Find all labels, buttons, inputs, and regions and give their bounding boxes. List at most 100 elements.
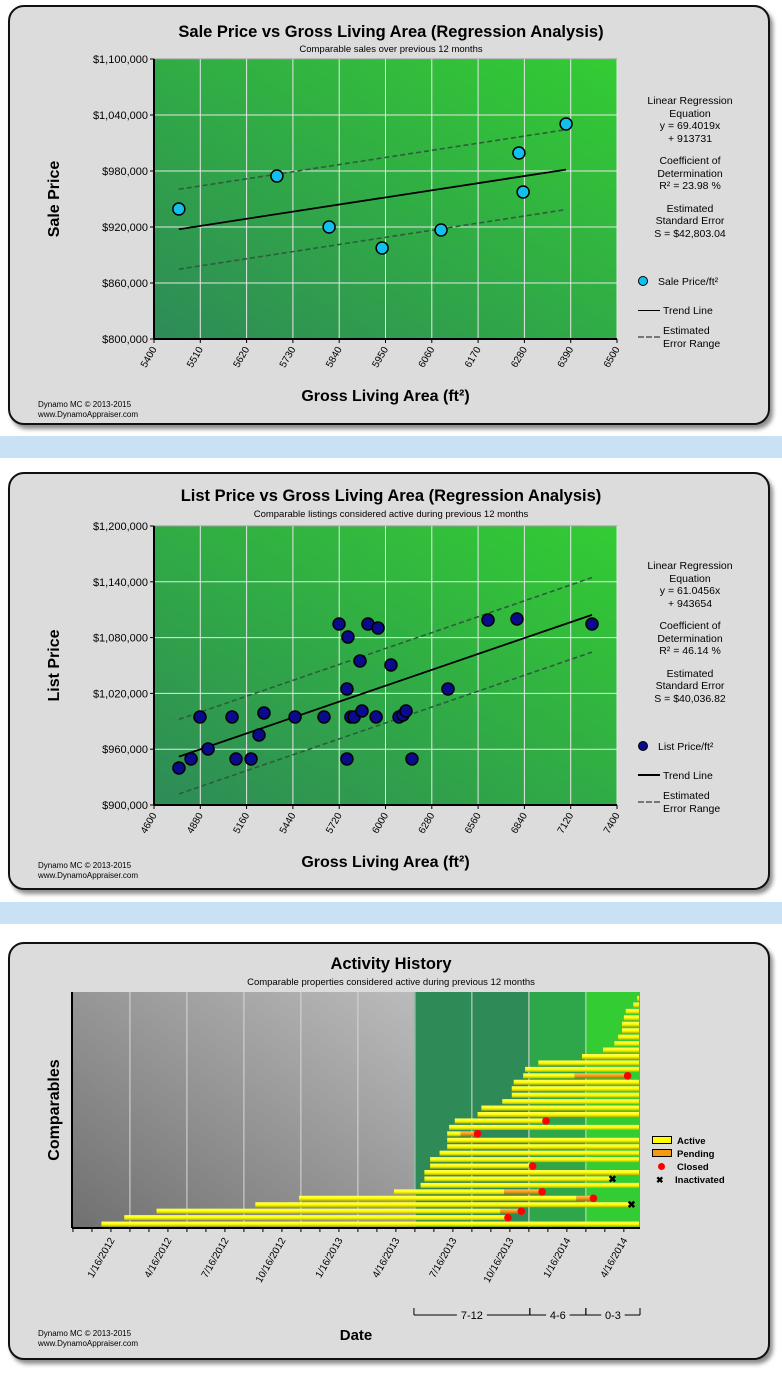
- active-bar: [430, 1157, 640, 1163]
- active-bar: [621, 1021, 640, 1027]
- x-tick-label: 6840: [509, 811, 530, 836]
- y-tick-label: $920,000: [102, 222, 148, 234]
- chart-title: Sale Price vs Gross Living Area (Regress…: [178, 23, 604, 41]
- data-point: [184, 752, 198, 766]
- equation-line-2: + 913731: [667, 132, 713, 145]
- y-axis-title: Sale Price: [46, 161, 63, 238]
- r2-label: Coefficient of: [659, 620, 721, 632]
- active-swatch-icon: [652, 1136, 672, 1144]
- x-tick-label: 1/16/2012: [86, 1236, 118, 1280]
- active-bar: [511, 1086, 640, 1092]
- period-label: 0-3: [605, 1310, 621, 1322]
- data-point: [341, 630, 355, 644]
- dashed-line-icon: [638, 801, 660, 803]
- closed-marker: [589, 1194, 598, 1203]
- section-divider: [0, 436, 782, 458]
- active-bar: [454, 1118, 546, 1124]
- pending-bar: [504, 1189, 543, 1195]
- y-axis-title: Comparables: [46, 1059, 63, 1160]
- active-bar: [447, 1131, 461, 1137]
- chart-title: List Price vs Gross Living Area (Regress…: [180, 487, 602, 505]
- x-tick-label: 5160: [232, 811, 253, 836]
- copyright-footer: Dynamo MC © 2013-2015 www.DynamoAppraise…: [38, 400, 139, 419]
- data-point: [353, 654, 367, 668]
- legend-error-range: Estimated Error Range: [638, 790, 720, 816]
- solid-line-icon: [638, 310, 660, 311]
- pending-bar: [460, 1131, 478, 1137]
- active-bar: [101, 1221, 640, 1227]
- equation-label-2: Equation: [669, 572, 711, 585]
- closed-marker: [473, 1130, 482, 1138]
- x-tick-label: 5440: [278, 811, 299, 836]
- std-error-value: S = $40,036.82: [654, 692, 726, 705]
- active-bar: [623, 1015, 640, 1021]
- circle-marker-icon: [638, 741, 648, 751]
- history-background: [72, 992, 414, 1228]
- data-point: [375, 241, 389, 255]
- dashed-line-icon: [638, 336, 660, 338]
- copyright-footer: Dynamo MC © 2013-2015 www.DynamoAppraise…: [38, 1329, 139, 1348]
- pending-swatch-icon: [652, 1149, 672, 1157]
- section-divider: [0, 902, 782, 924]
- legend-error-range: Estimated Error Range: [638, 325, 720, 351]
- active-bar: [439, 1150, 640, 1156]
- data-point: [340, 752, 354, 766]
- x-tick-label: 5400: [139, 345, 160, 370]
- active-bar: [633, 1002, 640, 1008]
- std-error-label: Estimated: [666, 202, 714, 215]
- active-bar: [299, 1195, 577, 1201]
- active-bar: [525, 1066, 640, 1072]
- equation-line-2: + 943654: [667, 597, 713, 610]
- data-point: [332, 617, 346, 631]
- x-tick-label: 4880: [185, 811, 206, 836]
- active-bar: [618, 1034, 640, 1040]
- x-tick-label: 10/16/2012: [254, 1236, 289, 1285]
- active-bar: [447, 1144, 640, 1150]
- solid-line-icon: [638, 774, 660, 776]
- data-point: [172, 761, 186, 775]
- y-tick-label: $800,000: [102, 334, 148, 346]
- error-range-upper: [178, 576, 593, 721]
- x-tick-label: 4600: [139, 811, 160, 836]
- x-tick-label: 4/16/2014: [599, 1236, 631, 1280]
- data-point: [585, 617, 599, 631]
- active-bar: [430, 1163, 533, 1169]
- chart-title: Activity History: [330, 955, 452, 973]
- data-point: [201, 742, 215, 756]
- active-bar: [477, 1112, 640, 1118]
- active-bar: [424, 1170, 640, 1176]
- active-bar: [124, 1215, 508, 1221]
- y-tick-label: $1,080,000: [93, 633, 148, 645]
- closed-marker: [517, 1207, 526, 1215]
- chart-subtitle: Comparable properties considered active …: [247, 977, 535, 988]
- active-bar: [449, 1124, 640, 1130]
- active-bar: [255, 1202, 632, 1208]
- r2-label: Coefficient of: [659, 155, 721, 167]
- trend-line: [178, 613, 593, 758]
- y-tick-label: $860,000: [102, 278, 148, 290]
- closed-marker: [542, 1117, 550, 1125]
- x-tick-label: 7/16/2012: [200, 1236, 232, 1280]
- data-point: [317, 710, 331, 724]
- pending-bar: [574, 1073, 628, 1079]
- y-tick-label: $960,000: [102, 744, 148, 756]
- x-axis-title: Date: [340, 1327, 373, 1344]
- data-point: [405, 752, 419, 766]
- active-bar: [625, 1008, 640, 1014]
- active-bar: [582, 1054, 640, 1060]
- x-tick-label: 6390: [556, 345, 577, 370]
- x-tick-label: 7400: [602, 811, 623, 836]
- period-label: 4-6: [550, 1310, 566, 1322]
- legend-points: List Price/ft²: [638, 741, 713, 753]
- x-axis-title: Gross Living Area (ft²): [301, 854, 469, 871]
- legend-pending: Pending: [652, 1149, 714, 1160]
- active-bar: [502, 1099, 640, 1105]
- x-tick-label: 7120: [556, 811, 577, 836]
- y-tick-label: $1,140,000: [93, 577, 148, 589]
- active-bar: [481, 1105, 640, 1111]
- data-point: [559, 117, 573, 131]
- error-range-upper: [178, 128, 567, 191]
- x-tick-label: 5620: [232, 345, 253, 370]
- data-point: [441, 682, 455, 696]
